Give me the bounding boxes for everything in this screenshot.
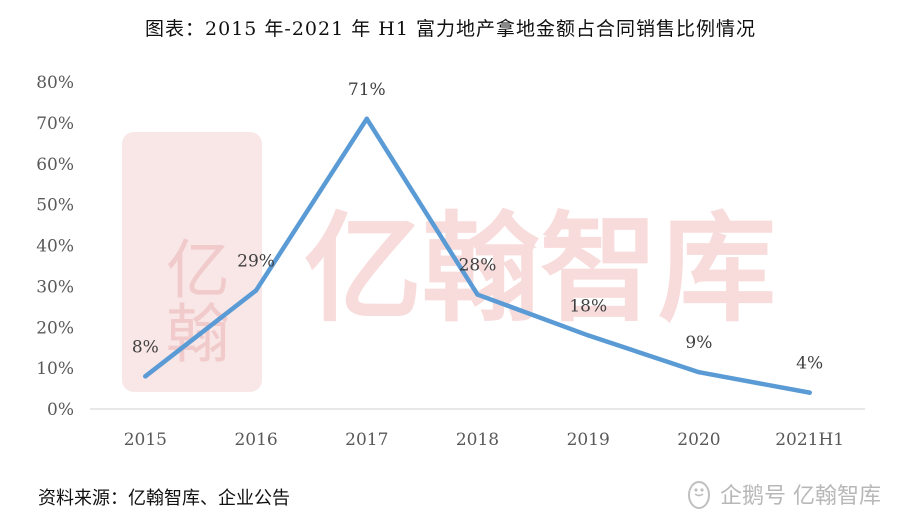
x-tick-label: 2021H1 [775, 430, 844, 450]
x-axis-ticks: 2015 2016 2017 2018 2019 2020 2021H1 [124, 430, 844, 450]
data-point [364, 116, 369, 121]
data-label: 9% [685, 333, 712, 353]
data-point [807, 390, 812, 395]
data-point [696, 370, 702, 375]
y-tick-label: 30% [36, 277, 74, 297]
y-tick-label: 70% [36, 114, 74, 134]
data-label: 71% [348, 80, 386, 100]
data-label: 4% [796, 354, 823, 374]
y-axis-ticks: 0% 10% 20% 30% 40% 50% 60% 70% 80% [36, 73, 74, 420]
y-tick-label: 60% [36, 155, 74, 175]
watermark-seal-text: 亿翰 [155, 236, 229, 364]
chart-title: 图表：2015 年-2021 年 H1 富力地产拿地金额占合同销售比例情况 [145, 18, 756, 40]
watermark: 亿翰 亿翰智库 [122, 132, 776, 392]
x-tick-label: 2016 [234, 430, 277, 450]
penguin-icon [688, 481, 710, 509]
x-tick-label: 2020 [677, 430, 720, 450]
data-point [586, 333, 591, 338]
data-labels: 8% 29% 71% 28% 18% 9% 4% [132, 80, 823, 395]
y-tick-label: 40% [36, 237, 74, 257]
y-tick-label: 0% [47, 400, 74, 420]
data-label: 28% [459, 256, 497, 276]
x-tick-label: 2018 [456, 430, 499, 450]
y-tick-label: 20% [36, 318, 74, 338]
watermark-footer-text: 企鹅号 亿翰智库 [720, 484, 881, 509]
y-tick-label: 80% [36, 73, 74, 93]
data-label: 8% [132, 337, 159, 357]
data-point [253, 288, 259, 293]
source-note: 资料来源：亿翰智库、企业公告 [38, 488, 290, 509]
x-tick-label: 2019 [567, 430, 610, 450]
x-tick-label: 2017 [345, 430, 388, 450]
data-label: 29% [237, 251, 275, 271]
data-point [143, 374, 148, 379]
x-tick-label: 2015 [124, 430, 167, 450]
watermark-seal [122, 132, 262, 392]
watermark-center-text: 亿翰智库 [304, 200, 776, 338]
data-label: 18% [569, 296, 607, 316]
watermark-footer: 企鹅号 亿翰智库 [686, 478, 881, 510]
data-point [475, 292, 480, 297]
y-tick-label: 50% [36, 196, 74, 216]
y-tick-label: 10% [36, 359, 74, 379]
